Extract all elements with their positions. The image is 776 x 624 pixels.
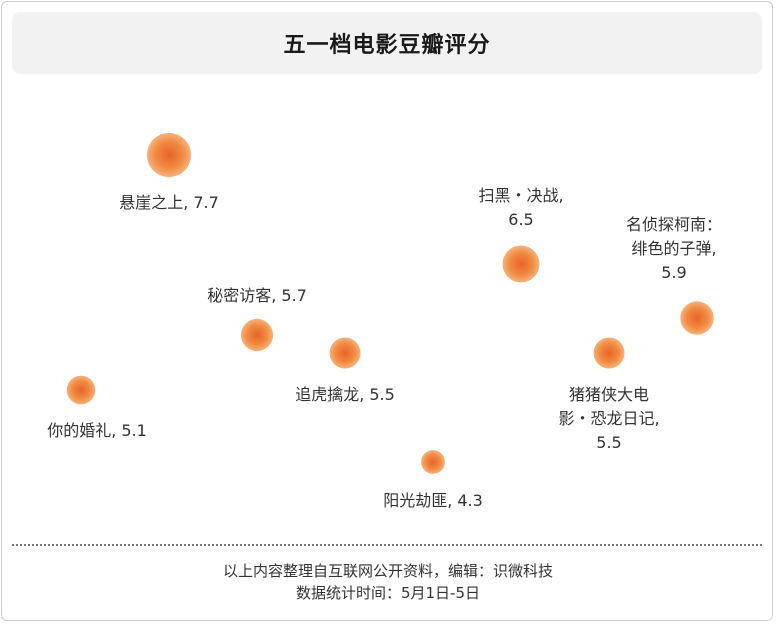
chart-title: 五一档电影豆瓣评分 <box>283 33 491 58</box>
bubble-label-line: 名侦探柯南： <box>626 215 722 234</box>
bubble-label-1: 悬崖之上, 7.7 <box>119 193 219 212</box>
bubble-3 <box>329 337 361 369</box>
bubble-label-line: 扫黑・决战, <box>478 186 563 205</box>
bubble-label-line: 影・恐龙日记, <box>558 409 659 428</box>
bubble-1 <box>146 132 192 178</box>
bubble-5 <box>502 245 540 283</box>
footer-source: 以上内容整理自互联网公开资料，编辑：识微科技 <box>222 562 553 580</box>
bubble-label-line: 猪猪侠大电 <box>569 385 649 404</box>
footer-divider <box>12 544 762 546</box>
bubble-chart: 你的婚礼, 5.1 悬崖之上, 7.7 秘密访客, 5.7 追虎擒龙, 5.5 阳光劫匪… <box>47 132 722 510</box>
bubble-label-line: 阳光劫匪, 4.3 <box>383 491 483 510</box>
bubble-label-4: 阳光劫匪, 4.3 <box>383 491 483 510</box>
bubble-label-line: 你的婚礼, 5.1 <box>47 421 147 440</box>
bubble-label-3: 追虎擒龙, 5.5 <box>295 385 395 404</box>
bubble-label-2: 秘密访客, 5.7 <box>207 286 307 305</box>
footer: 以上内容整理自互联网公开资料，编辑：识微科技 数据统计时间：5月1日-5日 <box>0 560 776 604</box>
bubble-label-line: 绯色的子弹, <box>631 239 716 258</box>
bubble-7 <box>680 301 714 335</box>
bubble-label-line: 6.5 <box>508 210 533 229</box>
bubble-4 <box>421 450 445 474</box>
bubble-label-6: 猪猪侠大电影・恐龙日记, 5.5 <box>558 385 659 452</box>
bubble-label-line: 5.9 <box>661 263 686 282</box>
bubble-label-line: 悬崖之上, 7.7 <box>119 193 219 212</box>
bubble-6 <box>593 337 625 369</box>
bubble-label-line: 5.5 <box>596 433 621 452</box>
bubble-2 <box>240 318 274 352</box>
bubble-label-7: 名侦探柯南： 绯色的子弹, 5.9 <box>626 215 722 282</box>
bubble-label-line: 秘密访客, 5.7 <box>207 286 307 305</box>
bubble-label-5: 扫黑・决战, 6.5 <box>478 186 563 229</box>
footer-date: 数据统计时间：5月1日-5日 <box>295 584 481 602</box>
title-bar: 五一档电影豆瓣评分 <box>12 12 762 74</box>
bubble-label-line: 追虎擒龙, 5.5 <box>295 385 395 404</box>
bubble-0 <box>66 375 96 405</box>
bubble-label-0: 你的婚礼, 5.1 <box>47 421 147 440</box>
